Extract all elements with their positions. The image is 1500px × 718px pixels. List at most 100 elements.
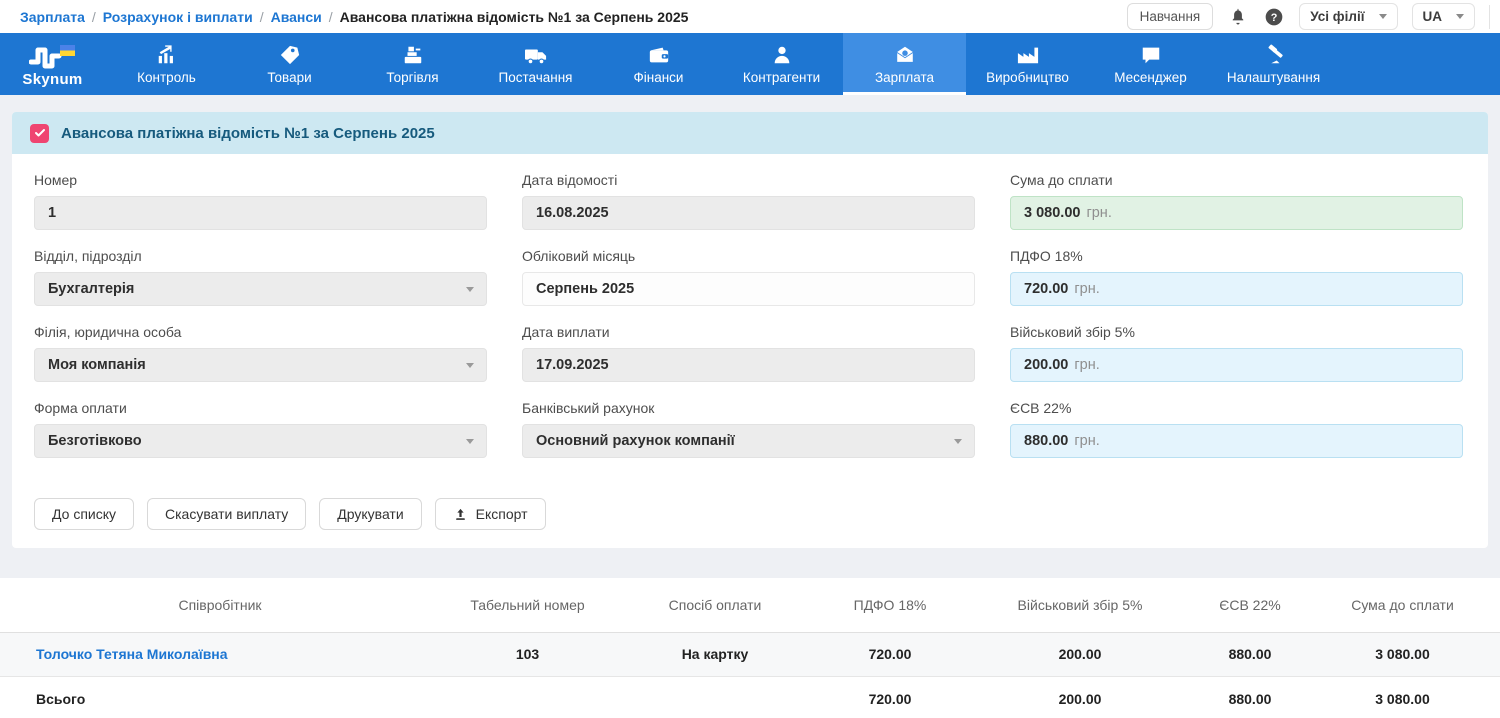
breadcrumb-separator: / xyxy=(329,9,333,25)
factory-icon xyxy=(1016,44,1040,66)
employees-table: Співробітник Табельний номер Спосіб опла… xyxy=(0,578,1500,718)
military-cell: 200.00 xyxy=(965,632,1195,676)
breadcrumb: Зарплата / Розрахунок і виплати / Аванси… xyxy=(20,9,688,25)
field-label: Відділ, підрозділ xyxy=(34,248,487,264)
nav-item-label: Постачання xyxy=(499,70,573,85)
grand-total-cell: 3 080.00 xyxy=(1305,676,1500,718)
document-checkbox[interactable] xyxy=(30,124,49,143)
field-military-tax: Військовий збір 5% 200.00 грн. xyxy=(1010,324,1463,382)
column-header-pdfo: ПДФО 18% xyxy=(815,578,965,632)
payment-date-input[interactable]: 17.09.2025 xyxy=(522,348,975,382)
total-amount-field: 3 080.00 грн. xyxy=(1010,196,1463,230)
chevron-down-icon xyxy=(466,363,474,368)
nav-item-trade[interactable]: Торгівля xyxy=(351,33,474,95)
empty-cell xyxy=(615,676,815,718)
topbar: Зарплата / Розрахунок і виплати / Аванси… xyxy=(0,0,1500,33)
nav-item-supply[interactable]: Постачання xyxy=(474,33,597,95)
pdfo-cell: 720.00 xyxy=(815,632,965,676)
field-payment-form: Форма оплати Безготівково xyxy=(34,400,487,458)
nav-item-messenger[interactable]: Месенджер xyxy=(1089,33,1212,95)
employee-cell: Толочко Тетяна Миколаївна xyxy=(0,632,440,676)
currency-suffix: грн. xyxy=(1086,205,1111,221)
gavel-icon xyxy=(1263,44,1285,66)
language-select-value: UA xyxy=(1423,9,1443,24)
help-icon[interactable]: ? xyxy=(1263,6,1285,28)
esv-total-cell: 880.00 xyxy=(1195,676,1305,718)
breadcrumb-separator: / xyxy=(260,9,264,25)
field-label: ЄСВ 22% xyxy=(1010,400,1463,416)
statement-date-input[interactable]: 16.08.2025 xyxy=(522,196,975,230)
wallet-icon xyxy=(648,44,670,66)
field-value: Моя компанія xyxy=(48,357,146,373)
field-label: ПДФО 18% xyxy=(1010,248,1463,264)
currency-suffix: грн. xyxy=(1074,357,1099,373)
payment-form-select[interactable]: Безготівково xyxy=(34,424,487,458)
skynum-logo[interactable]: Skynum xyxy=(0,33,105,95)
nav-item-label: Торгівля xyxy=(386,70,438,85)
column-header-military: Військовий збір 5% xyxy=(965,578,1195,632)
training-button[interactable]: Навчання xyxy=(1127,3,1214,30)
pdfo-field: 720.00 грн. xyxy=(1010,272,1463,306)
back-to-list-button[interactable]: До списку xyxy=(34,498,134,530)
field-department: Відділ, підрозділ Бухгалтерія xyxy=(34,248,487,306)
field-payment-date: Дата виплати 17.09.2025 xyxy=(522,324,975,382)
print-button[interactable]: Друкувати xyxy=(319,498,421,530)
number-input[interactable]: 1 xyxy=(34,196,487,230)
field-value: 720.00 xyxy=(1024,281,1068,297)
nav-item-label: Контроль xyxy=(137,70,196,85)
checkmark-icon xyxy=(34,127,46,139)
field-number: Номер 1 xyxy=(34,172,487,230)
field-label: Дата відомості xyxy=(522,172,975,188)
cancel-payment-button[interactable]: Скасувати виплату xyxy=(147,498,306,530)
military-tax-field: 200.00 грн. xyxy=(1010,348,1463,382)
breadcrumb-current: Авансова платіжна відомість №1 за Серпен… xyxy=(340,9,689,25)
nav-item-label: Контрагенти xyxy=(743,70,820,85)
skynum-pulse-icon xyxy=(29,44,77,70)
military-total-cell: 200.00 xyxy=(965,676,1195,718)
export-button[interactable]: Експорт xyxy=(435,498,546,530)
branches-select[interactable]: Усі філії xyxy=(1299,3,1397,30)
department-select[interactable]: Бухгалтерія xyxy=(34,272,487,306)
delivery-truck-icon xyxy=(524,44,548,66)
breadcrumb-link-calculations[interactable]: Розрахунок і виплати xyxy=(103,9,253,25)
employees-table-panel: Співробітник Табельний номер Спосіб опла… xyxy=(0,578,1500,718)
nav-item-production[interactable]: Виробництво xyxy=(966,33,1089,95)
field-label: Філія, юридична особа xyxy=(34,324,487,340)
branches-select-value: Усі філії xyxy=(1310,9,1364,24)
employee-link[interactable]: Толочко Тетяна Миколаївна xyxy=(36,646,228,662)
esv-field: 880.00 грн. xyxy=(1010,424,1463,458)
breadcrumb-link-advances[interactable]: Аванси xyxy=(271,9,322,25)
nav-item-label: Фінанси xyxy=(634,70,684,85)
nav-item-settings[interactable]: Налаштування xyxy=(1212,33,1335,95)
nav-item-salary[interactable]: Зарплата xyxy=(843,33,966,95)
field-value: 17.09.2025 xyxy=(536,357,609,373)
column-header-total: Сума до сплати xyxy=(1305,578,1500,632)
field-statement-date: Дата відомості 16.08.2025 xyxy=(522,172,975,230)
bell-icon[interactable] xyxy=(1227,6,1249,28)
field-label: Форма оплати xyxy=(34,400,487,416)
nav-item-control[interactable]: Контроль xyxy=(105,33,228,95)
nav-item-label: Налаштування xyxy=(1227,70,1320,85)
table-total-row: Всього 720.00 200.00 880.00 3 080.00 xyxy=(0,676,1500,718)
language-select[interactable]: UA xyxy=(1412,3,1476,30)
esv-cell: 880.00 xyxy=(1195,632,1305,676)
chevron-down-icon xyxy=(954,439,962,444)
nav-item-counterparties[interactable]: Контрагенти xyxy=(720,33,843,95)
nav-item-label: Зарплата xyxy=(875,70,934,85)
accounting-month-input[interactable]: Серпень 2025 xyxy=(522,272,975,306)
breadcrumb-link-salary[interactable]: Зарплата xyxy=(20,9,85,25)
field-esv: ЄСВ 22% 880.00 грн. xyxy=(1010,400,1463,458)
document-title: Авансова платіжна відомість №1 за Серпен… xyxy=(61,125,435,142)
nav-items: Контроль Товари Торгівля xyxy=(105,33,1335,95)
nav-item-goods[interactable]: Товари xyxy=(228,33,351,95)
pdfo-total-cell: 720.00 xyxy=(815,676,965,718)
bank-account-select[interactable]: Основний рахунок компанії xyxy=(522,424,975,458)
branch-select[interactable]: Моя компанія xyxy=(34,348,487,382)
field-value: 880.00 xyxy=(1024,433,1068,449)
nav-item-finance[interactable]: Фінанси xyxy=(597,33,720,95)
export-button-label: Експорт xyxy=(476,506,528,522)
document-panel: Авансова платіжна відомість №1 за Серпен… xyxy=(12,112,1488,548)
field-value: 3 080.00 xyxy=(1024,205,1080,221)
breadcrumb-separator: / xyxy=(92,9,96,25)
chevron-down-icon xyxy=(466,439,474,444)
